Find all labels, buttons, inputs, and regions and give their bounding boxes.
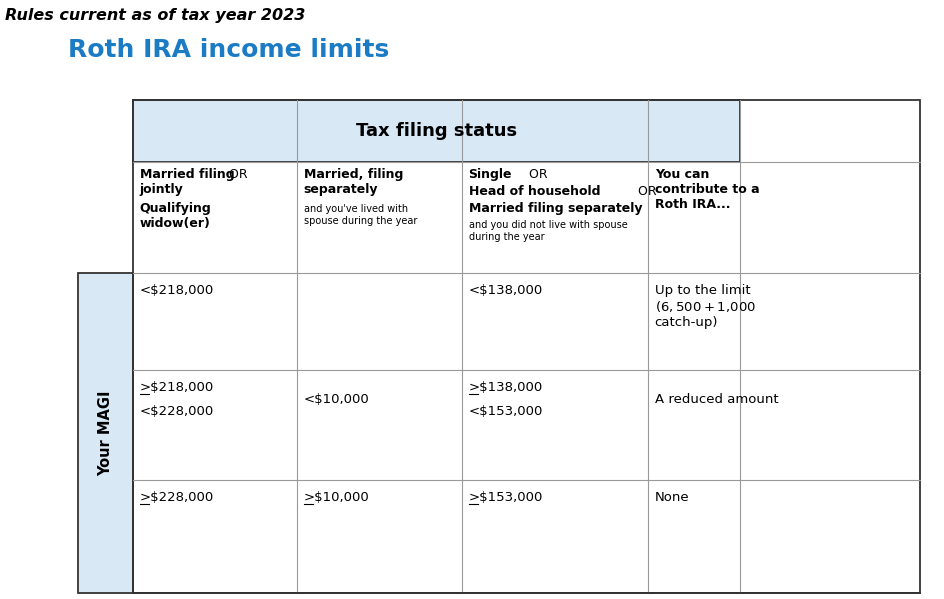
Text: OR: OR: [225, 168, 247, 181]
Text: <$10,000: <$10,000: [303, 393, 369, 406]
Text: Married, filing
separately: Married, filing separately: [303, 168, 402, 196]
Text: Head of household: Head of household: [468, 184, 599, 198]
Text: Your MAGI: Your MAGI: [98, 391, 113, 476]
Text: and you've lived with
spouse during the year: and you've lived with spouse during the …: [303, 204, 416, 226]
Text: <$153,000: <$153,000: [468, 405, 543, 418]
Text: >$218,000: >$218,000: [140, 381, 213, 394]
Text: None: None: [654, 491, 688, 504]
Text: Rules current as of tax year 2023: Rules current as of tax year 2023: [5, 8, 305, 23]
Text: Married filing separately: Married filing separately: [468, 201, 641, 214]
Text: Qualifying
widow(er): Qualifying widow(er): [140, 202, 211, 230]
Text: <$218,000: <$218,000: [140, 284, 213, 297]
Text: Single: Single: [468, 168, 512, 181]
Text: >$138,000: >$138,000: [468, 381, 542, 394]
Text: Roth IRA income limits: Roth IRA income limits: [68, 38, 389, 62]
Text: A reduced amount: A reduced amount: [654, 393, 778, 406]
Text: Married filing
jointly: Married filing jointly: [140, 168, 234, 196]
Text: OR: OR: [525, 168, 548, 181]
Text: Up to the limit
($6,500 + $1,000
catch-up): Up to the limit ($6,500 + $1,000 catch-u…: [654, 284, 755, 329]
Text: Tax filing status: Tax filing status: [356, 122, 516, 140]
Text: <$138,000: <$138,000: [468, 284, 542, 297]
Text: You can
contribute to a
Roth IRA...: You can contribute to a Roth IRA...: [654, 168, 758, 211]
Text: >$153,000: >$153,000: [468, 491, 543, 504]
Text: >$10,000: >$10,000: [303, 491, 369, 504]
Text: OR: OR: [633, 184, 656, 198]
Text: <$228,000: <$228,000: [140, 405, 213, 418]
Text: and you did not live with spouse
during the year: and you did not live with spouse during …: [468, 220, 627, 242]
Text: >$228,000: >$228,000: [140, 491, 213, 504]
